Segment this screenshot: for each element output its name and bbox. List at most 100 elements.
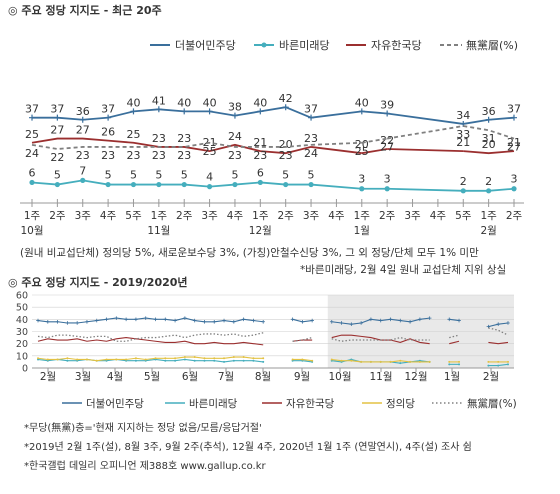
top-point-bareun [29,179,35,186]
bottom-point-minjoo [486,324,491,329]
top-point-bareun [54,181,60,188]
bottom-point-minjoo [222,318,226,323]
top-x-tick-label: 2주 [49,210,66,222]
top-data-label-hanguk: 23 [304,132,318,145]
bottom-chart-title: ◎ 주요 정당 지지도 - 2019/2020년 [8,275,188,289]
top-series-gap-minjoo [387,112,464,125]
bottom-point-jeongui [154,357,157,360]
top-data-label-mudang: 23 [279,149,293,162]
bottom-y-tick-label: 40 [16,315,28,326]
bottom-point-jeongui [66,357,69,360]
top-data-label-bareun: 2 [460,175,467,188]
top-point-bareun [359,186,365,192]
bottom-series-line-bareun [37,358,264,363]
bottom-series-line-hanguk [37,337,264,346]
bottom-point-minjoo [163,317,168,322]
top-data-label-mudang: 25 [203,145,217,158]
bottom-point-minjoo [153,317,158,322]
top-point-bareun [486,188,492,194]
top-data-label-minjoo: 37 [50,103,64,116]
top-data-label-minjoo: 38 [228,101,242,114]
legend-marker-bareun [261,42,267,48]
bottom-y-tick-label: 50 [16,303,28,314]
top-data-label-mudang: 33 [456,128,470,141]
bottom-month-label: 3월 [75,371,91,383]
legend2-label-minjoo: 더불어민주당 [86,398,144,410]
bottom-point-jeongui [76,358,79,361]
top-x-month-label: 10월 [20,225,43,237]
bottom-point-minjoo [339,321,344,325]
top-data-label-bareun: 7 [79,164,86,177]
bottom-point-bareun [242,359,245,362]
top-data-label-minjoo: 40 [177,96,191,109]
top-data-label-bareun: 5 [54,169,61,182]
top-data-label-hanguk: 24 [228,130,242,143]
bottom-month-label: 10월 [328,371,351,383]
bottom-point-jeongui [428,360,431,363]
legend-label-minjoo: 더불어민주당 [175,39,236,52]
top-point-minjoo [130,108,137,115]
bottom-point-bareun [164,359,167,362]
bottom-point-jeongui [448,360,451,363]
top-series-line-hanguk [361,148,388,155]
bottom-point-bareun [487,364,490,367]
bottom-point-jeongui [301,358,304,361]
top-data-label-mudang: 31 [482,132,496,145]
top-note-2: *바른미래당, 2월 4일 원내 교섭단체 지위 상실 [300,263,506,276]
bottom-point-jeongui [105,358,108,361]
bottom-point-jeongui [223,357,226,360]
legend-label-mudang: 無黨層(%) [466,38,518,52]
bottom-series-line-hanguk [488,341,509,345]
top-data-label-minjoo: 41 [152,94,166,107]
top-data-label-hanguk: 25 [126,128,140,141]
bottom-point-minjoo [124,317,128,322]
bottom-month-label: 4월 [107,371,123,383]
bottom-point-minjoo [232,319,236,324]
bottom-point-jeongui [350,359,353,362]
bottom-point-minjoo [378,318,383,323]
top-point-bareun [206,184,213,190]
top-series-gap-bareun [387,187,464,192]
bottom-point-bareun [448,363,451,366]
bottom-point-minjoo [447,317,452,322]
top-point-minjoo [29,114,35,121]
top-data-label-hanguk: 26 [101,126,115,139]
top-data-label-bareun: 5 [181,169,188,182]
top-x-tick-label: 1주 [151,210,168,222]
bottom-point-jeongui [458,360,461,363]
bottom-month-label: 2월 [483,371,499,383]
top-point-minjoo [206,108,213,115]
top-x-tick-label: 1주 [480,210,497,222]
bottom-month-label: 7월 [218,371,234,383]
bottom-point-bareun [174,359,177,362]
top-x-tick-label: 4주 [227,210,244,222]
bottom-point-minjoo [427,316,432,320]
legend2-label-hanguk: 자유한국당 [286,398,335,410]
bottom-point-jeongui [360,360,363,363]
bottom-point-bareun [232,359,235,362]
bottom-point-jeongui [418,360,421,363]
top-data-label-minjoo: 34 [456,109,470,122]
top-data-label-bareun: 3 [358,173,365,186]
top-data-label-mudang: 25 [355,145,369,158]
bottom-y-tick-label: 60 [16,291,28,302]
bottom-point-minjoo [408,319,412,324]
top-data-label-mudang: 23 [152,149,166,162]
top-series-gap-bareun [310,183,362,190]
bottom-point-minjoo [457,318,461,323]
top-x-tick-label: 1주 [354,210,371,222]
bottom-point-minjoo [418,317,422,322]
bottom-month-label: 9월 [294,371,310,383]
bottom-point-minjoo [506,321,510,325]
top-chart-title: ◎ 주요 정당 지지도 - 최근 20주 [8,3,162,17]
bottom-month-label: 1월 [444,371,460,383]
top-series-line-hanguk [463,150,515,155]
top-x-tick-label: 4주 [328,210,345,222]
top-point-minjoo [460,120,467,127]
top-point-minjoo [282,104,289,111]
bottom-point-minjoo [114,316,119,320]
legend2-label-jeongui: 정의당 [386,398,415,410]
bottom-point-bareun [458,363,461,366]
